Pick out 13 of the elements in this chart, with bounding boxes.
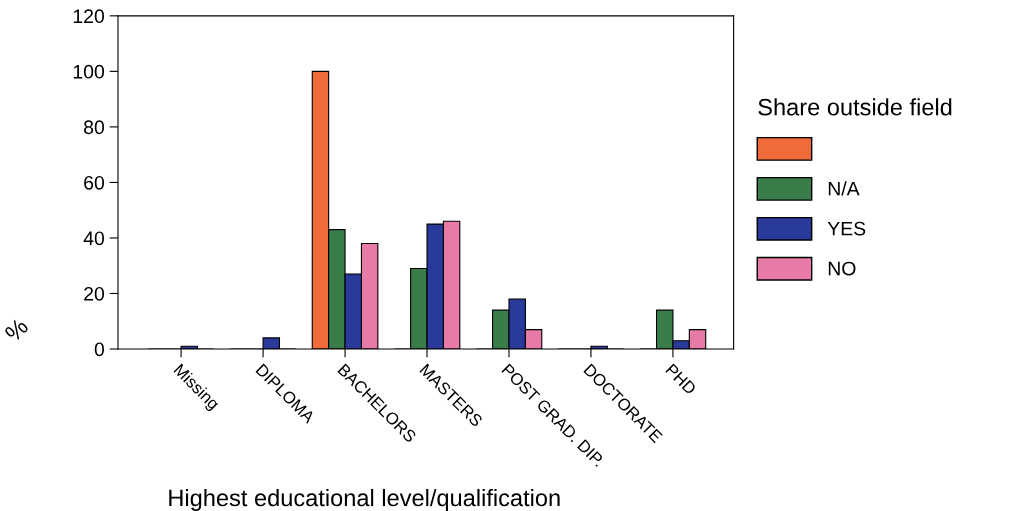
- y-tick-label: 0: [94, 342, 105, 357]
- y-axis-title: %: [3, 317, 30, 343]
- legend-title: Share outside field: [758, 98, 952, 116]
- legend-label: N/A: [828, 181, 860, 196]
- y-tick-label: 40: [83, 231, 105, 246]
- y-tick-label: 60: [84, 175, 105, 190]
- y-tick-label: 120: [73, 9, 105, 24]
- legend-label: YES: [827, 221, 866, 236]
- y-tick-label: 100: [73, 64, 105, 79]
- x-axis-title: Highest educational level/qualification: [169, 488, 560, 511]
- y-tick-label: 20: [84, 286, 105, 301]
- legend-label: NO: [828, 261, 856, 276]
- y-tick-label: 80: [84, 120, 105, 135]
